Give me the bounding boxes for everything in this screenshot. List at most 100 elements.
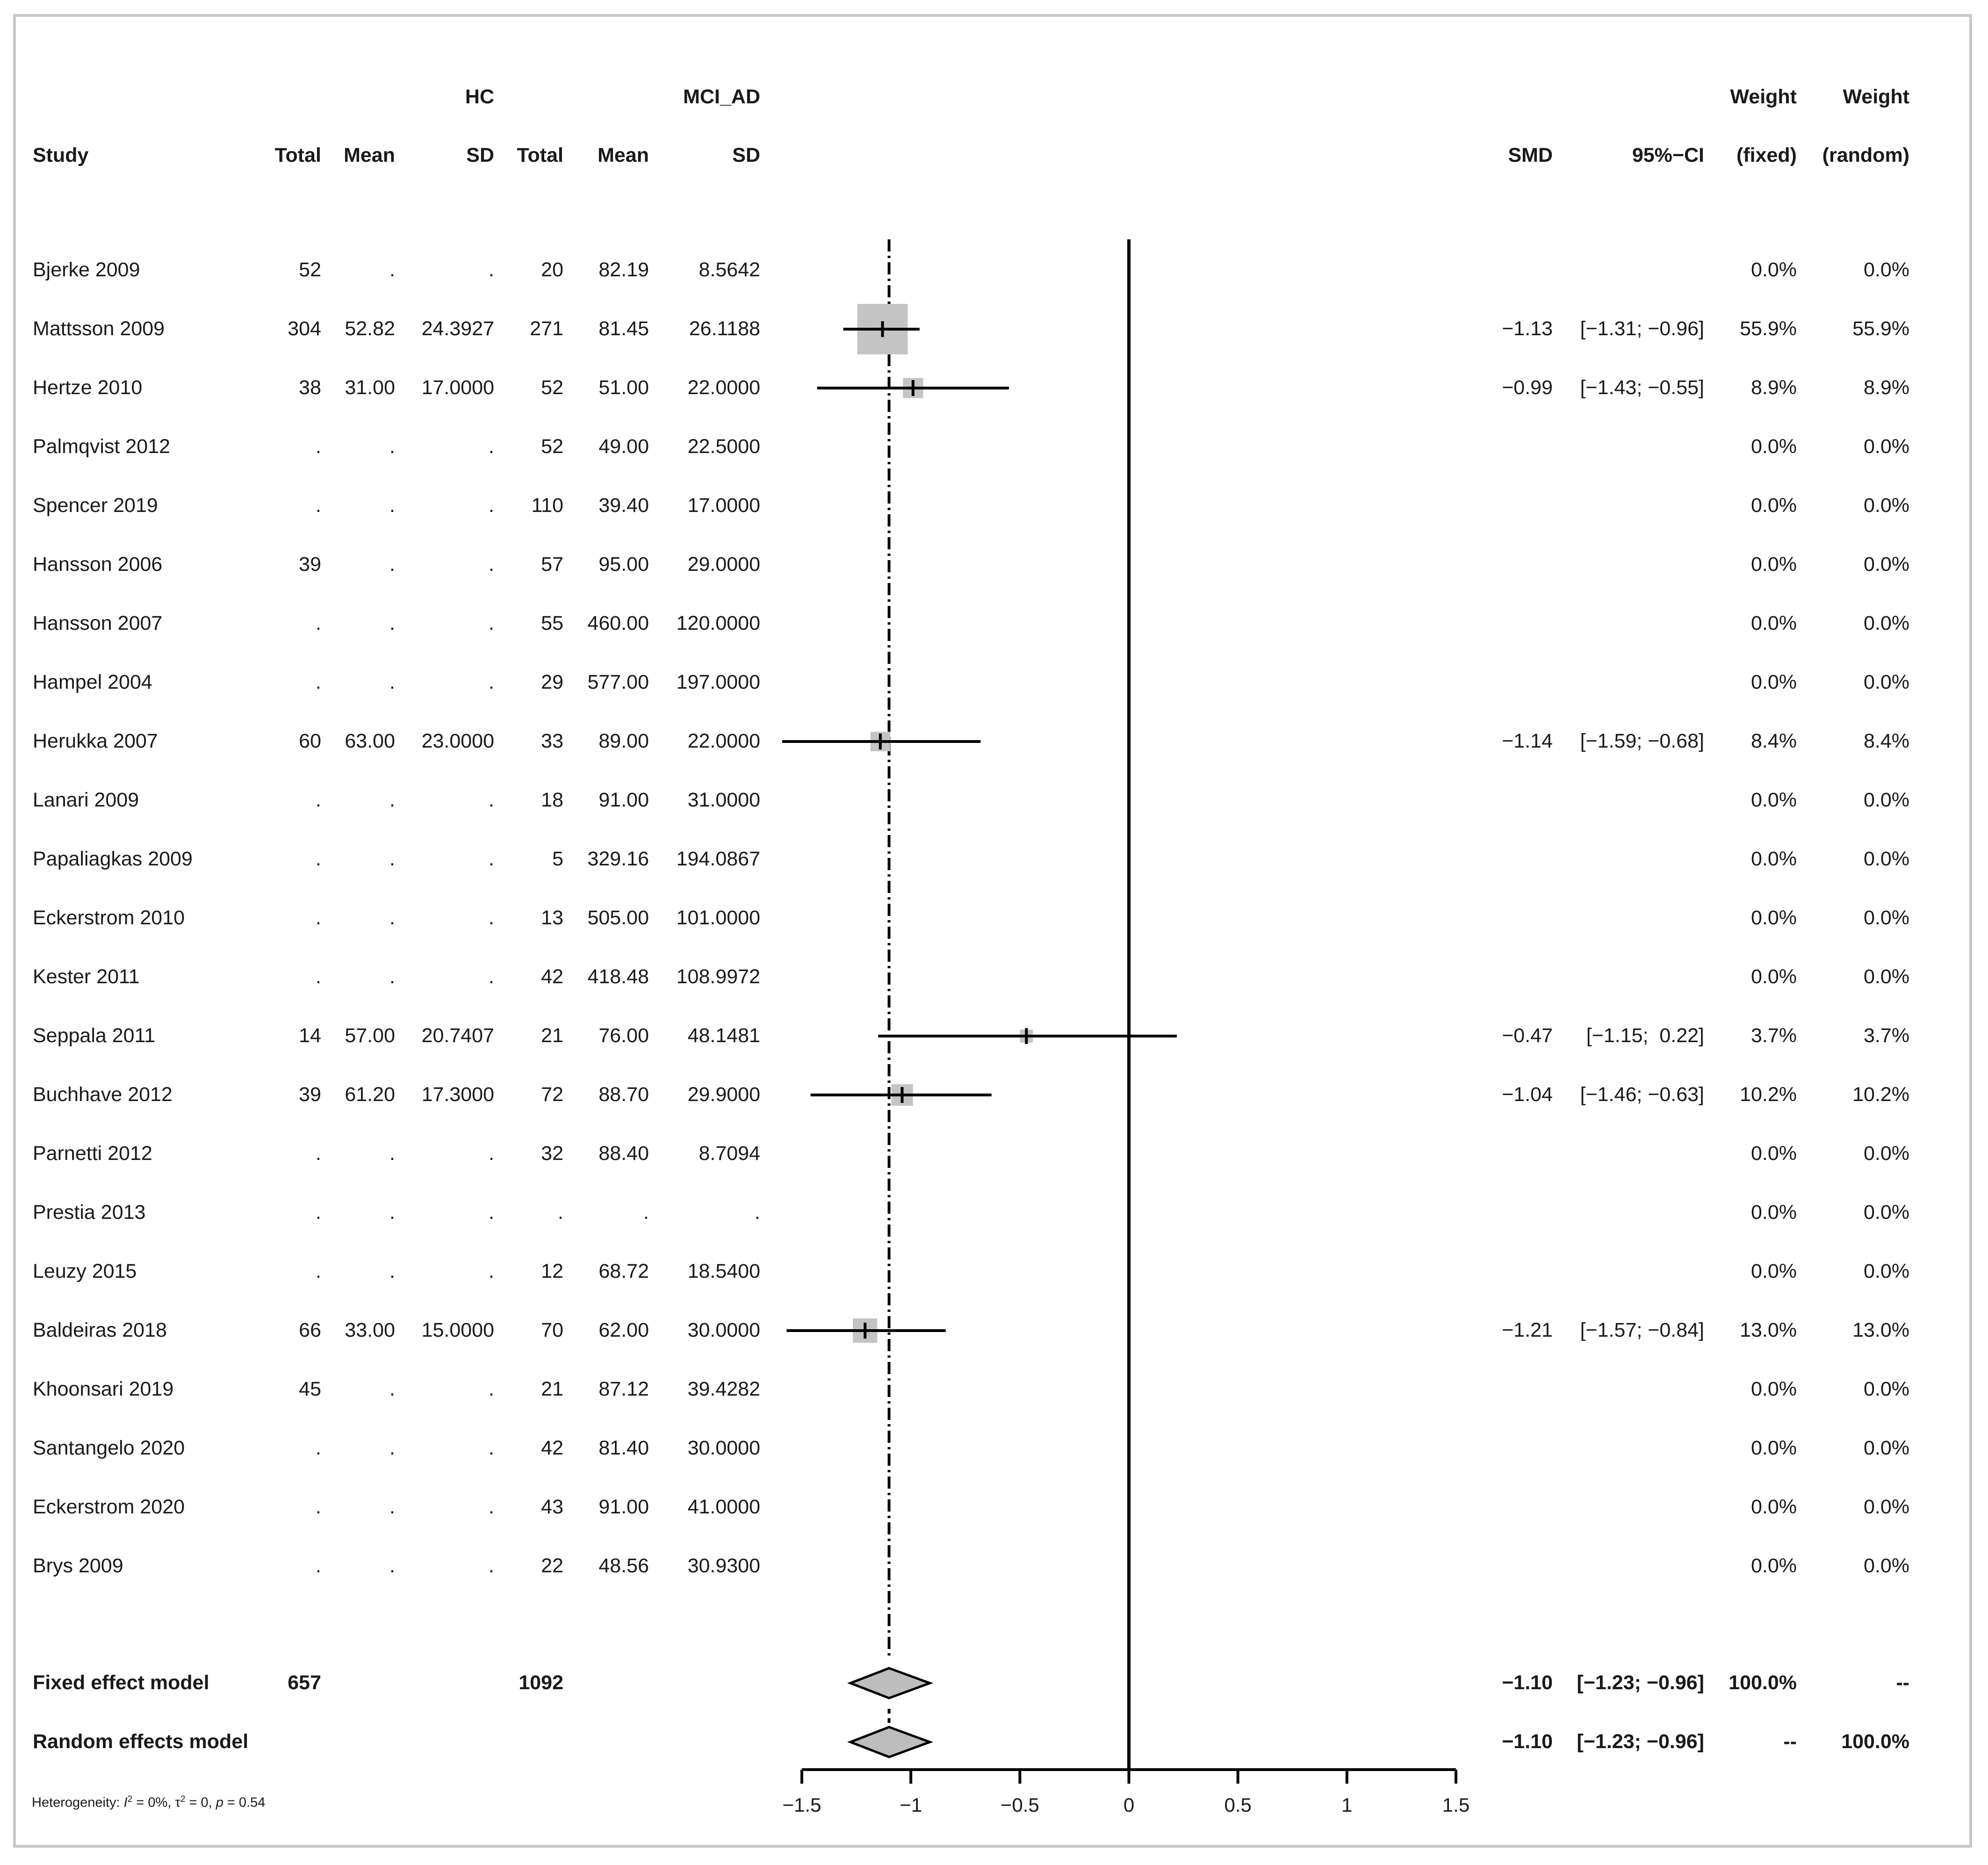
hc-total: 38 xyxy=(299,376,321,399)
hc-total: . xyxy=(316,1260,321,1282)
hc-total: 45 xyxy=(299,1378,321,1400)
weight-fixed: 0.0% xyxy=(1750,1142,1797,1165)
mci-total: 57 xyxy=(541,553,563,576)
hc-sd: . xyxy=(489,435,494,458)
weight-random: 55.9% xyxy=(1852,317,1909,340)
mci-sd: 197.0000 xyxy=(676,671,760,693)
weight-fixed: 0.0% xyxy=(1750,259,1797,281)
mci-sd: 108.9972 xyxy=(676,965,760,988)
hc-total: . xyxy=(316,1555,321,1577)
mci-total: 110 xyxy=(531,494,563,517)
mci-mean: 460.00 xyxy=(587,612,649,634)
hc-mean: . xyxy=(389,1378,395,1400)
hc-sd: . xyxy=(489,1142,494,1165)
weight-random: 0.0% xyxy=(1863,965,1909,988)
mci-mean: 82.19 xyxy=(598,259,649,281)
het-tau-sup: 2 xyxy=(180,1794,186,1804)
mci-total: 42 xyxy=(541,1437,563,1459)
hc-mean: . xyxy=(389,907,395,929)
header-study: Study xyxy=(33,144,89,166)
mci-mean: 49.00 xyxy=(598,435,649,458)
weight-fixed: 10.2% xyxy=(1740,1083,1797,1106)
summary-ci: [−1.23; −0.96] xyxy=(1577,1671,1704,1694)
weight-random: 0.0% xyxy=(1863,494,1909,517)
mci-total: 55 xyxy=(541,612,563,634)
hc-mean: . xyxy=(389,494,395,517)
header-mean-mci: Mean xyxy=(598,144,649,166)
weight-fixed: 8.4% xyxy=(1750,730,1797,752)
hc-mean: . xyxy=(389,435,395,458)
hc-total: 14 xyxy=(299,1024,321,1047)
weight-fixed: 13.0% xyxy=(1740,1319,1797,1341)
hc-sd: 20.7407 xyxy=(421,1024,494,1047)
hc-mean: . xyxy=(389,1260,395,1282)
header-total-mci: Total xyxy=(517,144,563,166)
mci-mean: 329.16 xyxy=(587,848,649,870)
weight-fixed: 0.0% xyxy=(1750,612,1797,634)
study-name: Khoonsari 2019 xyxy=(33,1378,174,1400)
hc-mean: 52.82 xyxy=(345,317,395,340)
mci-total: 72 xyxy=(541,1083,563,1106)
hc-sd: . xyxy=(489,848,494,870)
x-axis-tick-label: −0.5 xyxy=(1001,1794,1039,1816)
hc-total: . xyxy=(316,1496,321,1518)
hc-mean: . xyxy=(389,1437,395,1459)
mci-sd: 8.7094 xyxy=(699,1142,760,1165)
mci-total: 5 xyxy=(552,848,563,870)
mci-sd: 39.4282 xyxy=(687,1378,760,1400)
summary-ci: [−1.23; −0.96] xyxy=(1577,1730,1704,1753)
mci-total: 43 xyxy=(541,1496,563,1518)
hc-mean: . xyxy=(389,671,395,693)
smd-value: −1.14 xyxy=(1502,730,1553,752)
weight-random: 0.0% xyxy=(1863,789,1909,811)
header-sd-mci: SD xyxy=(732,144,760,166)
mci-mean: 91.00 xyxy=(598,789,649,811)
weight-random: 0.0% xyxy=(1863,671,1909,693)
header-smd: SMD xyxy=(1508,144,1553,166)
weight-fixed: 55.9% xyxy=(1740,317,1797,340)
hc-mean: . xyxy=(389,553,395,576)
hc-total: . xyxy=(316,494,321,517)
mci-sd: 194.0867 xyxy=(676,848,760,870)
mci-mean: 87.12 xyxy=(598,1378,649,1400)
hc-total: . xyxy=(316,671,321,693)
mci-sd: 31.0000 xyxy=(687,789,760,811)
mci-sd: 30.0000 xyxy=(687,1319,760,1341)
mci-mean: 577.00 xyxy=(587,671,649,693)
mci-total: 32 xyxy=(541,1142,563,1165)
mci-sd: 120.0000 xyxy=(676,612,760,634)
mci-total: 271 xyxy=(530,317,563,340)
hc-mean: . xyxy=(389,1142,395,1165)
x-axis-tick-label: 0.5 xyxy=(1224,1794,1251,1816)
mci-sd: 22.0000 xyxy=(687,376,760,399)
mci-mean: 505.00 xyxy=(587,907,649,929)
mci-sd: 30.0000 xyxy=(687,1437,760,1459)
mci-total: 20 xyxy=(541,259,563,281)
summary-label: Fixed effect model xyxy=(33,1671,209,1694)
weight-random: 8.4% xyxy=(1863,730,1909,752)
x-axis-tick-label: 1.5 xyxy=(1442,1794,1469,1816)
mci-mean: 88.40 xyxy=(598,1142,649,1165)
study-name: Herukka 2007 xyxy=(33,730,158,752)
mci-sd: . xyxy=(755,1201,760,1224)
smd-value: −0.47 xyxy=(1502,1024,1553,1047)
x-axis-tick-label: −1.5 xyxy=(783,1794,821,1816)
mci-mean: 91.00 xyxy=(598,1496,649,1518)
het-i2-symbol: I xyxy=(123,1795,128,1810)
x-axis-tick-label: −1 xyxy=(900,1794,922,1816)
weight-random: 8.9% xyxy=(1863,376,1909,399)
x-axis-tick-label: 0 xyxy=(1124,1794,1134,1816)
het-p-value: = 0.54 xyxy=(223,1795,266,1810)
hc-sd: . xyxy=(489,1496,494,1518)
weight-fixed: 0.0% xyxy=(1750,553,1797,576)
study-name: Eckerstrom 2020 xyxy=(33,1496,185,1518)
weight-random: 0.0% xyxy=(1863,848,1909,870)
hc-sd: 23.0000 xyxy=(421,730,494,752)
hc-total: . xyxy=(316,1201,321,1224)
mci-mean: 88.70 xyxy=(598,1083,649,1106)
study-name: Hampel 2004 xyxy=(33,671,152,693)
mci-sd: 48.1481 xyxy=(687,1024,760,1047)
study-name: Brys 2009 xyxy=(33,1555,123,1577)
smd-value: −1.13 xyxy=(1502,317,1553,340)
mci-mean: 51.00 xyxy=(598,376,649,399)
